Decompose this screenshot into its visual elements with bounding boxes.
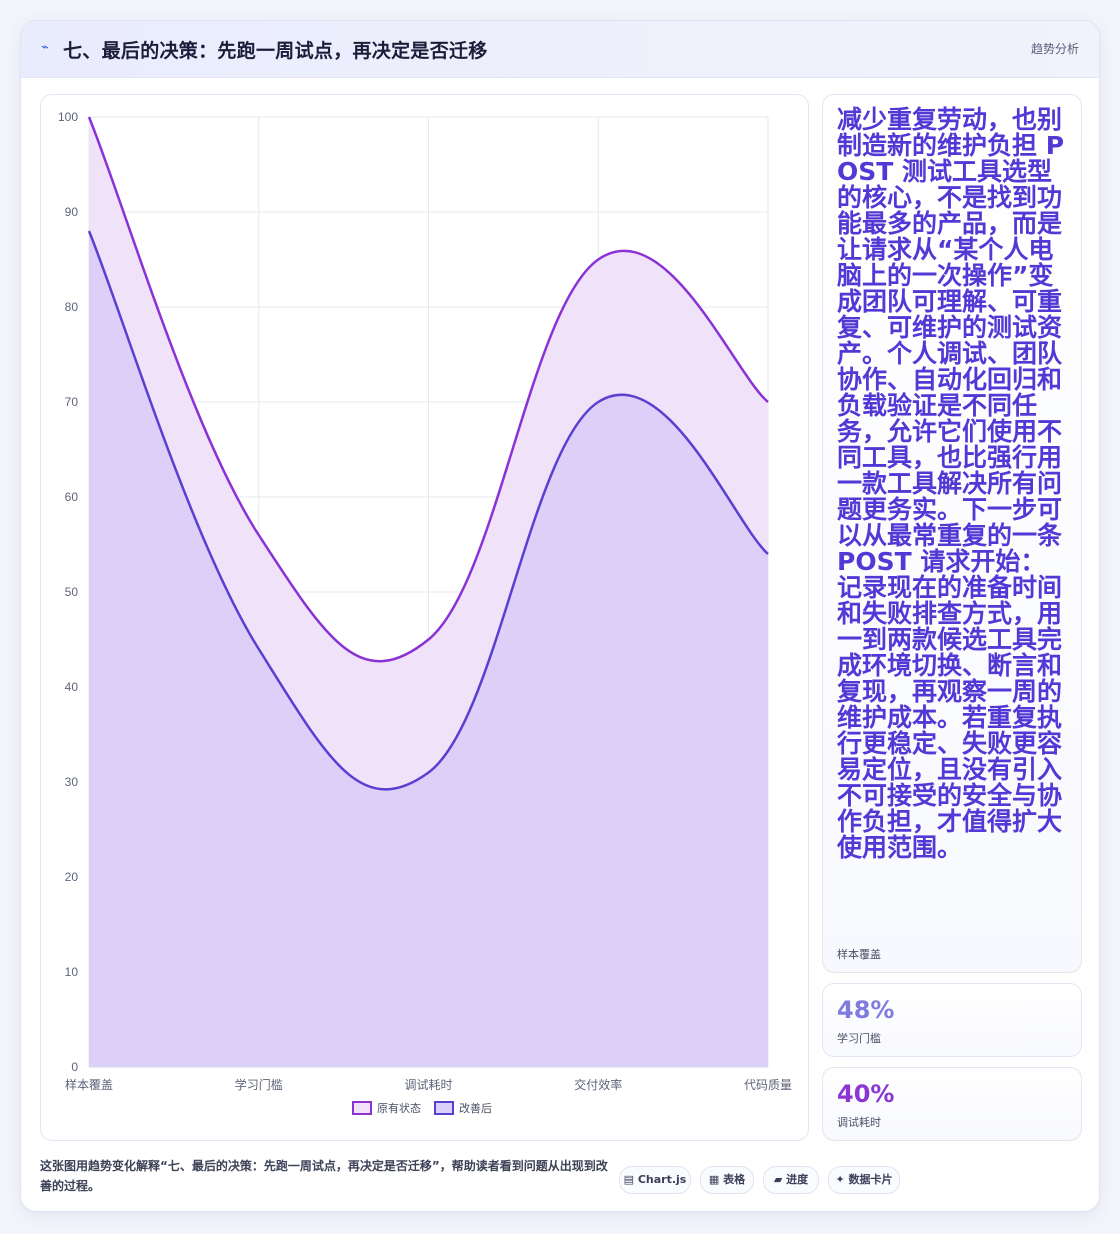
area-chart: 0 10 20 30 40 50 60 70 80 90 100 样本覆盖 学习门槛 调试耗时 交付效率 代码…	[58, 110, 792, 1115]
y-tick-label: 40	[65, 680, 79, 694]
series-original-line	[87, 116, 769, 663]
y-tick-label: 50	[65, 585, 79, 599]
legend-swatch	[434, 1101, 454, 1115]
legend-label: 原有状态	[377, 1101, 421, 1115]
stat-label: 调试耗时	[837, 1116, 881, 1129]
y-tick-label: 20	[65, 870, 79, 884]
summary-card: 减少重复劳动，也别制造新的维护负担 POST 测试工具选型的核心，不是找到功能最…	[822, 94, 1082, 973]
stat-card-debug: 40% 调试耗时	[822, 1067, 1082, 1141]
page-title: 七、最后的决策：先跑一周试点，再决定是否迁移	[63, 40, 488, 62]
stat-value: 40%	[837, 1080, 895, 1108]
stat-card-learning: 48% 学习门槛	[822, 983, 1082, 1057]
y-tick-label: 60	[65, 490, 79, 504]
y-tick-label: 10	[65, 965, 79, 979]
x-tick-label: 调试耗时	[404, 1077, 452, 1092]
y-tick-label: 70	[65, 395, 79, 409]
card-header: ⌁ 七、最后的决策：先跑一周试点，再决定是否迁移 趋势分析	[21, 21, 1099, 78]
progress-chip[interactable]: ▰ 进度	[763, 1166, 819, 1194]
stat-label: 学习门槛	[837, 1032, 881, 1045]
x-tick-label: 样本覆盖	[65, 1077, 113, 1092]
y-tick-label: 30	[65, 775, 79, 789]
trend-icon: ⌁	[41, 40, 49, 55]
data-card-chip[interactable]: ✦ 数据卡片	[828, 1166, 900, 1194]
y-tick-label: 80	[65, 300, 79, 314]
y-tick-label: 100	[58, 110, 78, 124]
section-tag: 趋势分析	[1030, 42, 1079, 56]
series-improved-area	[89, 231, 768, 1067]
summary-label: 样本覆盖	[837, 948, 881, 961]
x-tick-label: 交付效率	[574, 1077, 622, 1092]
x-tick-label: 代码质量	[744, 1078, 792, 1092]
summary-text: 减少重复劳动，也别制造新的维护负担 POST 测试工具选型的核心，不是找到功能最…	[837, 105, 1065, 862]
series-improved-line	[87, 230, 769, 791]
report-card: ⌁ 七、最后的决策：先跑一周试点，再决定是否迁移 趋势分析 0 10 20 30 40 5…	[20, 20, 1100, 1212]
legend-label: 改善后	[459, 1101, 492, 1115]
x-tick-label: 学习门槛	[235, 1077, 283, 1092]
legend-swatch	[352, 1101, 372, 1115]
chart-caption: 这张图用趋势变化解释“七、最后的决策：先跑一周试点，再决定是否迁移”，帮助读者看…	[40, 1159, 608, 1193]
chart-panel: 0 10 20 30 40 50 60 70 80 90 100 样本覆盖 学习门槛 调试耗时 交付效率 代码…	[40, 94, 809, 1141]
chartjs-chip[interactable]: ▤ Chart.js	[619, 1166, 691, 1194]
stat-value: 48%	[837, 996, 895, 1024]
y-tick-label: 90	[65, 205, 79, 219]
table-chip[interactable]: ▦ 表格	[700, 1166, 754, 1194]
y-tick-label: 0	[71, 1060, 78, 1074]
